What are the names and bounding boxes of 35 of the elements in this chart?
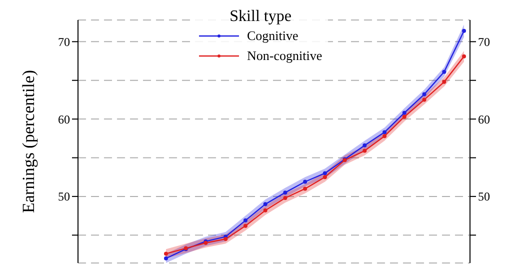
point (263, 208, 268, 212)
legend-title: Skill type (228, 8, 292, 26)
point (442, 70, 446, 74)
y-tick-label: 50 (58, 190, 70, 204)
point (382, 134, 387, 138)
point (402, 110, 406, 115)
y2-tick-label: 50 (478, 190, 490, 204)
point (224, 237, 228, 242)
point (164, 252, 168, 256)
point (303, 180, 308, 184)
point (243, 218, 248, 222)
point (164, 256, 168, 260)
y2-tick-label: 70 (478, 34, 490, 49)
point (362, 148, 367, 153)
y-tick-label: 60 (58, 112, 70, 126)
point (402, 114, 406, 119)
point (382, 130, 387, 134)
point (283, 196, 288, 200)
y-axis-title: Earnings (percentile) (19, 70, 38, 214)
point (263, 202, 268, 206)
point (422, 92, 426, 96)
point (462, 54, 466, 58)
point (283, 190, 288, 195)
point (362, 143, 367, 148)
point (243, 224, 248, 228)
y2-tick-label: 60 (478, 112, 490, 126)
legend-label: Non-cognitive (247, 48, 322, 64)
point (442, 80, 446, 84)
point (462, 28, 466, 33)
point (303, 186, 308, 191)
point (322, 175, 327, 180)
point (422, 98, 426, 102)
y-tick-label: 70 (58, 34, 70, 49)
point (322, 171, 327, 176)
legend-label: Cognitive (247, 28, 298, 44)
